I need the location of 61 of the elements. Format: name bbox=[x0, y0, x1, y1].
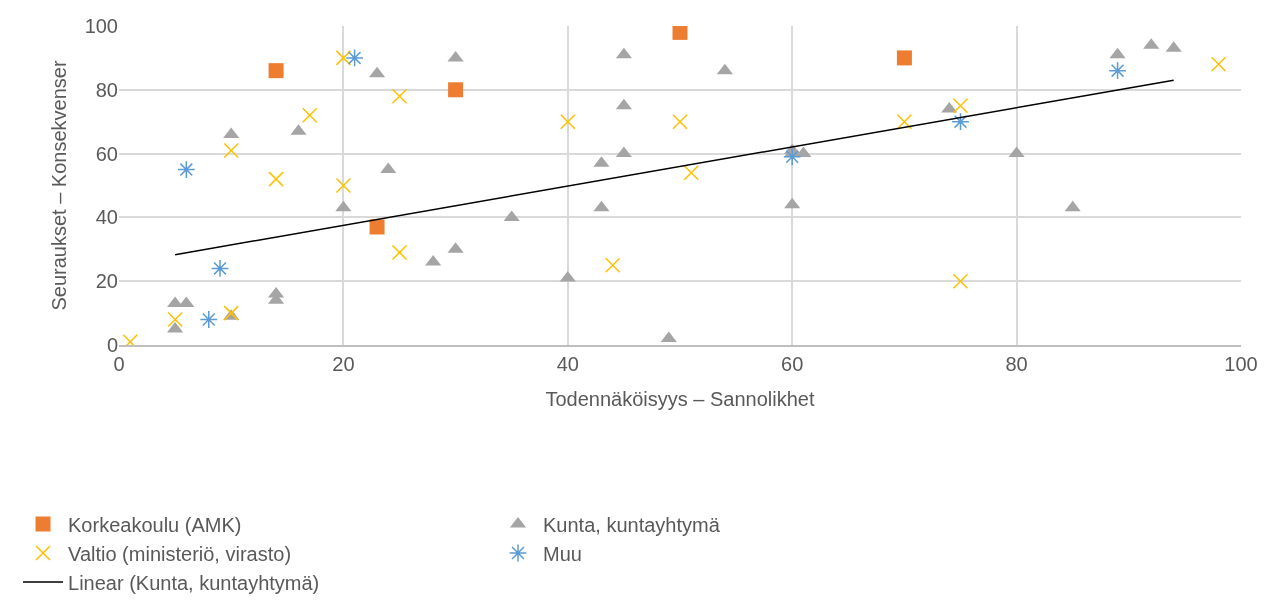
y-axis-title: Seuraukset – Konsekvenser bbox=[48, 60, 71, 311]
y-tick-label: 40 bbox=[95, 206, 118, 229]
point bbox=[783, 147, 802, 166]
y-tick-label: 60 bbox=[95, 142, 118, 165]
point bbox=[784, 197, 801, 209]
point bbox=[951, 112, 970, 131]
point bbox=[178, 296, 195, 308]
point bbox=[896, 50, 912, 66]
point bbox=[380, 162, 397, 174]
legend-label: Kunta, kuntayhtymä bbox=[543, 513, 721, 536]
legend-label: Valtio (ministeriö, virasto) bbox=[68, 542, 292, 565]
point bbox=[660, 331, 677, 343]
point bbox=[447, 50, 464, 62]
point bbox=[177, 160, 196, 179]
point bbox=[210, 259, 230, 278]
point bbox=[268, 63, 284, 79]
x-tick-label: 80 bbox=[1005, 352, 1028, 375]
x-tick-label: 100 bbox=[1224, 352, 1258, 375]
point bbox=[672, 113, 688, 130]
point bbox=[683, 164, 699, 181]
point bbox=[615, 98, 632, 110]
x-tick-label: 40 bbox=[556, 352, 579, 375]
point bbox=[952, 98, 969, 114]
point bbox=[345, 48, 364, 68]
point bbox=[301, 107, 318, 124]
point bbox=[593, 200, 610, 212]
legend-label: Muu bbox=[543, 542, 582, 565]
x-tick-label: 60 bbox=[781, 352, 804, 375]
point bbox=[716, 63, 733, 75]
point bbox=[335, 50, 352, 66]
point bbox=[1064, 200, 1081, 212]
point bbox=[167, 311, 183, 328]
point bbox=[1210, 56, 1227, 73]
point bbox=[391, 88, 408, 104]
point bbox=[615, 146, 632, 158]
point bbox=[672, 26, 688, 40]
point bbox=[1008, 146, 1025, 158]
y-tick-label: 20 bbox=[95, 270, 118, 293]
point bbox=[223, 305, 239, 321]
point bbox=[952, 273, 969, 289]
point bbox=[335, 200, 352, 212]
point bbox=[1108, 61, 1127, 80]
legend-label: Linear (Kunta, kuntayhtymä) bbox=[68, 571, 320, 594]
point bbox=[615, 47, 632, 59]
y-tick-label: 100 bbox=[84, 15, 118, 37]
y-tick-label: 0 bbox=[106, 334, 118, 356]
legend-label: Korkeakoulu (AMK) bbox=[68, 513, 242, 536]
point bbox=[391, 244, 408, 261]
point bbox=[268, 171, 284, 187]
point bbox=[1109, 47, 1126, 59]
point bbox=[199, 310, 218, 329]
point bbox=[448, 82, 464, 98]
point bbox=[335, 177, 352, 194]
y-tick-label: 80 bbox=[95, 78, 118, 101]
x-axis-title: Todennäköisyys – Sannolikhet bbox=[545, 387, 815, 410]
point bbox=[896, 113, 913, 130]
point bbox=[223, 142, 239, 159]
point bbox=[604, 257, 621, 273]
point bbox=[560, 113, 576, 130]
x-tick-label: 20 bbox=[332, 352, 355, 375]
point bbox=[369, 219, 385, 235]
